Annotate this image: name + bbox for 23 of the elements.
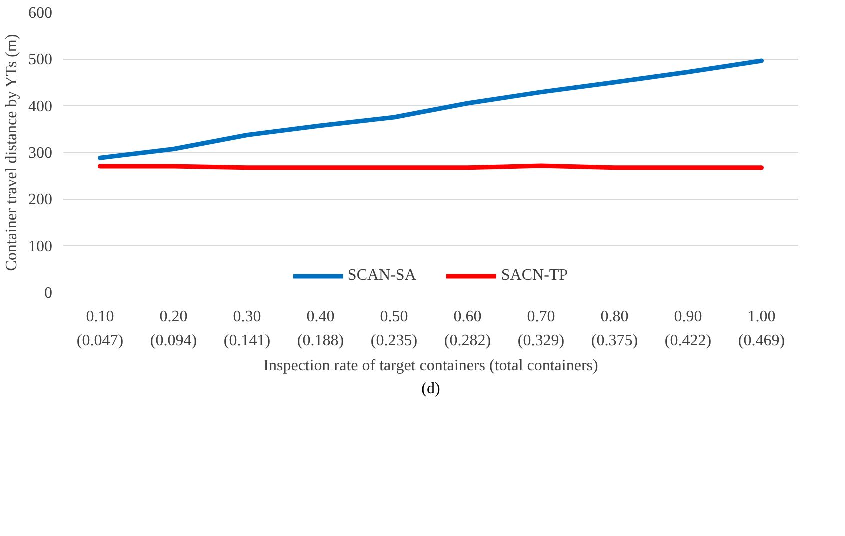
x-axis-title: Inspection rate of target containers (total containers) (264, 358, 598, 374)
y-tick-label: 200 (28, 192, 52, 209)
y-axis-title: Container travel distance by YTs (m) (4, 34, 20, 272)
category-label: 0.20 (0.094) (150, 308, 198, 350)
y-tick-label: 600 (28, 5, 52, 22)
category-label: 0.70 (0.329) (518, 308, 565, 350)
y-tick-label: 100 (28, 238, 52, 256)
y-tick-label: 0 (44, 285, 52, 302)
y-tick-label: 300 (28, 145, 52, 162)
category-label: 0.10 (0.047) (76, 308, 124, 350)
y-tick-label: 500 (28, 52, 52, 69)
category-label: 0.50 (0.235) (370, 308, 418, 350)
category-label: 0.80 (0.375) (591, 308, 638, 350)
text: (d) (422, 380, 440, 398)
legend-label: SACN-TP (501, 267, 568, 285)
category-label: 0.60 (0.282) (444, 308, 492, 350)
category-label: 1.00 (0.469) (738, 308, 786, 350)
legend-label: SCAN-SA (348, 267, 416, 285)
category-label: 0.30 (0.141) (224, 308, 271, 350)
y-tick-label: 400 (28, 98, 52, 116)
category-label: 0.40 (0.188) (297, 308, 344, 350)
line-series (98, 58, 764, 160)
category-label: 0.90 (0.422) (664, 308, 712, 350)
